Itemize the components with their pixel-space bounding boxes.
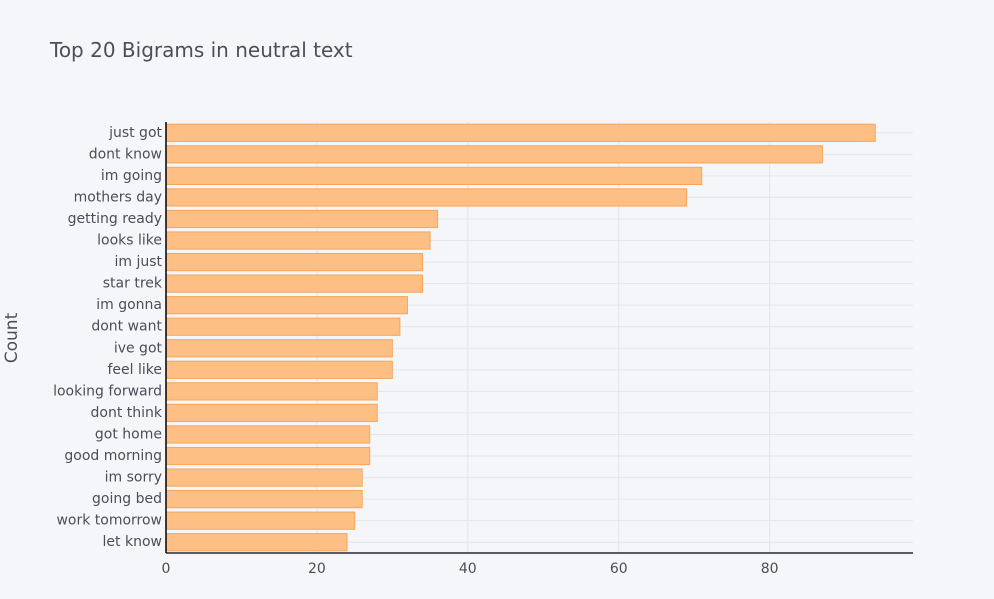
- bar[interactable]: [165, 123, 876, 142]
- y-tick-label: dont know: [89, 146, 162, 162]
- bar[interactable]: [165, 403, 378, 423]
- bar[interactable]: [165, 252, 424, 272]
- bar[interactable]: [165, 145, 823, 164]
- y-tick-label: dont think: [91, 405, 163, 421]
- y-tick-label: getting ready: [68, 211, 162, 227]
- y-tick-label: star trek: [103, 276, 163, 292]
- bar[interactable]: [165, 533, 348, 552]
- y-tick-label: work tomorrow: [56, 513, 162, 529]
- bar[interactable]: [165, 446, 371, 466]
- y-tick-label: im sorry: [105, 470, 162, 486]
- x-tick-label: 0: [162, 561, 171, 577]
- bar[interactable]: [165, 274, 424, 293]
- bar[interactable]: [165, 382, 378, 401]
- bar[interactable]: [165, 166, 703, 185]
- x-tick-label: 60: [610, 561, 628, 577]
- y-tick-label: looks like: [97, 233, 162, 249]
- bar[interactable]: [165, 511, 356, 530]
- bar[interactable]: [165, 296, 408, 315]
- bar[interactable]: [165, 360, 393, 379]
- y-tick-label: im going: [101, 168, 162, 184]
- y-tick-label: im just: [114, 254, 162, 270]
- bar[interactable]: [165, 425, 371, 444]
- y-tick-label: good morning: [64, 448, 162, 464]
- y-tick-label: im gonna: [96, 297, 162, 313]
- chart-title: Top 20 Bigrams in neutral text: [50, 38, 353, 62]
- y-tick-label: just got: [108, 125, 162, 141]
- y-tick-label: looking forward: [53, 383, 162, 399]
- bar[interactable]: [165, 209, 439, 229]
- bar[interactable]: [165, 468, 363, 487]
- bar[interactable]: [165, 339, 393, 358]
- y-tick-label: ive got: [114, 340, 163, 356]
- x-tick-label: 80: [761, 561, 779, 577]
- bar[interactable]: [165, 490, 363, 509]
- y-tick-label: feel like: [108, 362, 163, 378]
- y-tick-label: going bed: [92, 491, 162, 507]
- bar[interactable]: [165, 188, 688, 207]
- y-tick-label: let know: [103, 534, 162, 550]
- x-tick-label: 40: [459, 561, 477, 577]
- bar[interactable]: [165, 231, 431, 250]
- y-tick-label: dont want: [91, 319, 162, 335]
- y-tick-label: got home: [95, 426, 162, 442]
- x-tick-label: 20: [308, 561, 326, 577]
- bar[interactable]: [165, 317, 401, 336]
- y-tick-label: mothers day: [74, 189, 162, 205]
